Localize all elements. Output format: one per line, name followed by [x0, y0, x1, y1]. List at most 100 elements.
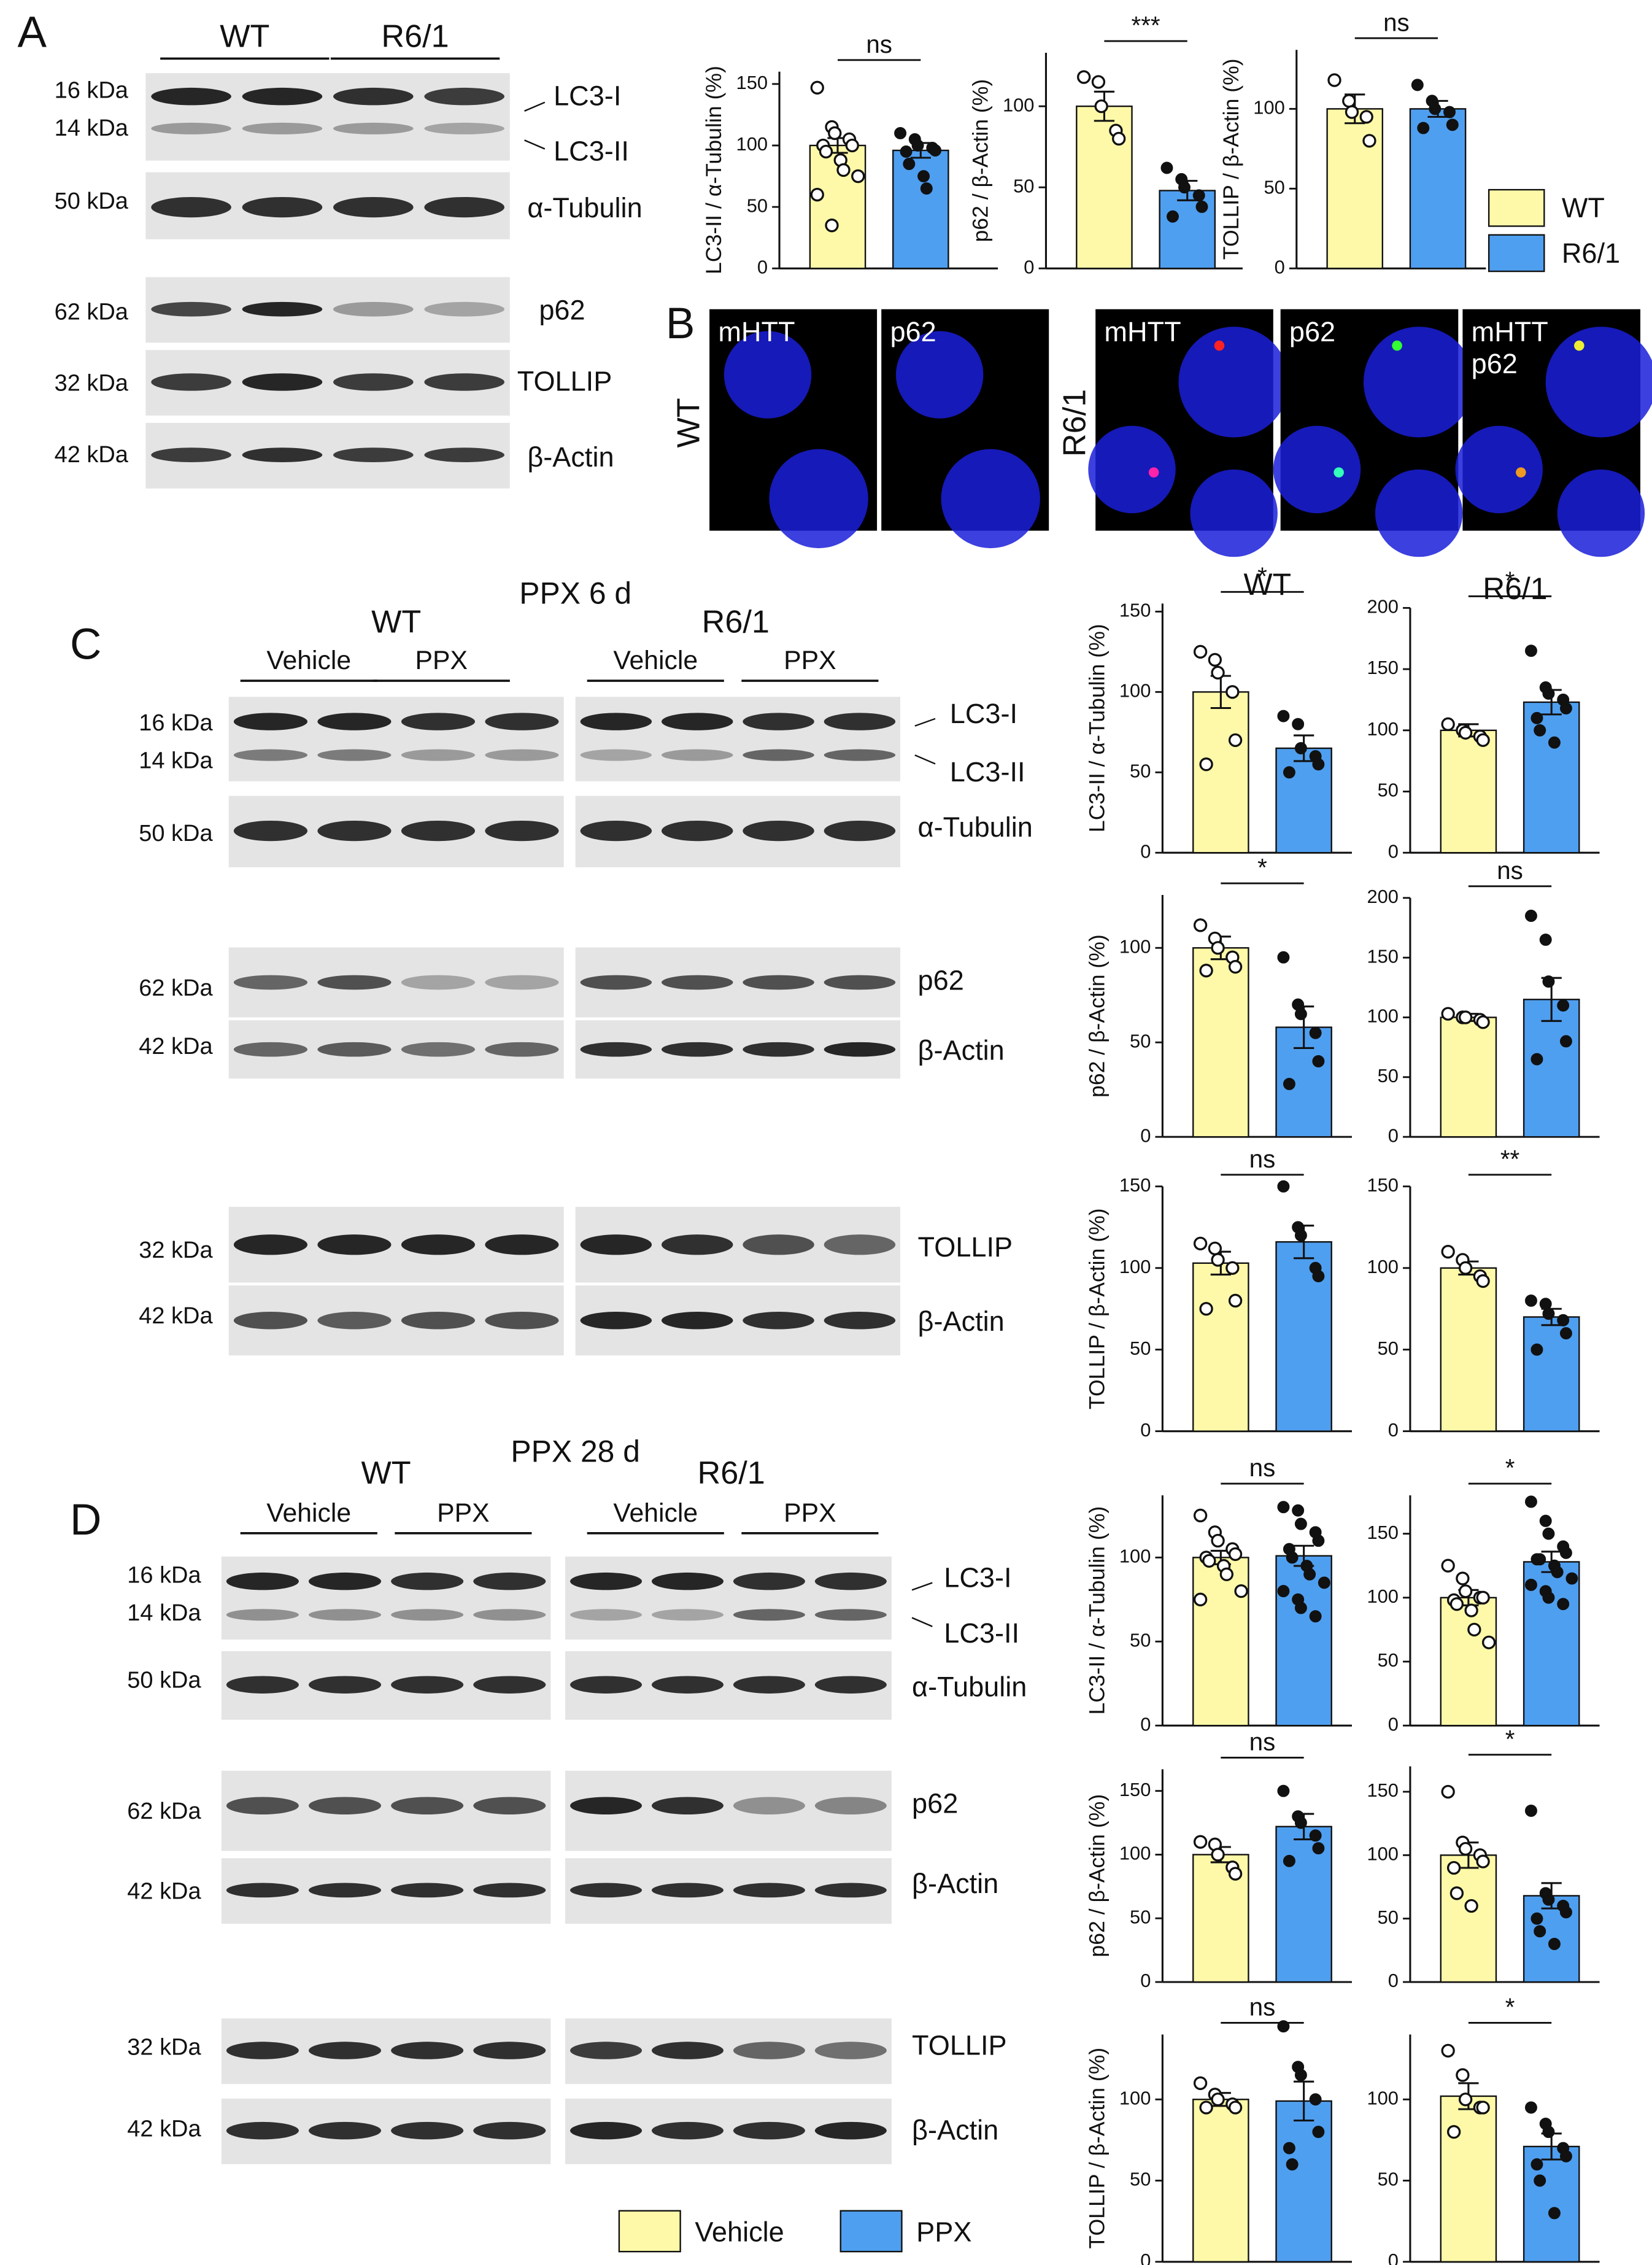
y-tick-label: 0	[1140, 1713, 1151, 1735]
data-point	[1548, 1938, 1561, 1950]
blot-band	[485, 1234, 559, 1255]
data-point	[1228, 959, 1243, 974]
significance-label: **	[1500, 1145, 1520, 1173]
blot-band	[743, 749, 814, 761]
treatment-label: PPX	[784, 1498, 836, 1528]
data-point	[1294, 1816, 1307, 1829]
legend-swatch	[840, 2210, 903, 2253]
blot	[221, 1651, 551, 1720]
arrow	[911, 1582, 933, 1591]
protein-label: LC3-II	[944, 1617, 1019, 1649]
y-axis-label: TOLLIP / β-Actin (%)	[1084, 2048, 1109, 2249]
data-point	[1318, 1576, 1330, 1589]
blot-band	[743, 1042, 814, 1057]
bar	[1523, 999, 1580, 1138]
y-tick-label: 100	[1367, 1256, 1399, 1277]
data-point	[1178, 181, 1191, 194]
data-point	[1464, 1603, 1478, 1617]
blot-band	[242, 301, 323, 317]
data-point	[1559, 702, 1572, 714]
blot-band	[391, 2121, 464, 2140]
kda-label: 50 kDa	[55, 188, 129, 214]
significance-label: *	[1257, 562, 1267, 590]
y-tick-label: 100	[1367, 718, 1399, 740]
bar	[1440, 1854, 1497, 1983]
y-tick-label: 100	[1367, 1585, 1399, 1607]
data-point	[1208, 652, 1222, 667]
bar	[892, 149, 949, 269]
treatment-label: PPX	[437, 1498, 489, 1528]
legend-swatch	[618, 2210, 681, 2253]
panel-label: B	[666, 300, 695, 348]
protein-label: LC3-I	[554, 80, 621, 111]
data-point	[1559, 1035, 1572, 1048]
blot-band	[391, 1883, 464, 1898]
blot-band	[401, 749, 476, 761]
data-point	[1559, 1546, 1572, 1559]
y-tick-label: 0	[1388, 1419, 1399, 1441]
data-point	[1283, 2142, 1295, 2155]
blot-band	[401, 1234, 476, 1255]
kda-label: 42 kDa	[139, 1034, 213, 1059]
data-point	[1476, 1854, 1490, 1868]
y-tick-label: 100	[1119, 2087, 1151, 2108]
blot-band	[226, 1572, 299, 1590]
blot	[565, 1770, 892, 1851]
blot-band	[309, 1883, 382, 1898]
blot-band	[226, 2042, 299, 2059]
data-point	[911, 139, 924, 152]
blot-band	[651, 1676, 724, 1694]
data-point	[1476, 1590, 1490, 1605]
row-label: WT	[671, 398, 706, 447]
blot-membrane	[228, 697, 564, 781]
data-point	[1195, 200, 1208, 213]
data-point	[1211, 1253, 1225, 1267]
blot-band	[651, 1609, 724, 1621]
blot-band	[570, 2121, 643, 2140]
data-point	[1192, 189, 1205, 202]
blot-band	[473, 1572, 546, 1590]
blot-band	[473, 1676, 546, 1694]
bar	[1440, 1597, 1497, 1727]
blot	[145, 277, 510, 343]
data-point	[1345, 105, 1359, 119]
nucleus	[1375, 469, 1463, 557]
blot-band	[733, 1676, 805, 1694]
blot-band	[485, 820, 559, 842]
blot-band	[580, 749, 652, 761]
blot-band	[661, 1042, 733, 1057]
protein-label: p62	[918, 964, 964, 996]
y-tick-label: 0	[1140, 1970, 1151, 1991]
blot	[221, 2098, 551, 2164]
blot-band	[733, 2121, 805, 2140]
data-point	[1429, 103, 1442, 115]
y-tick-label: 0	[1275, 256, 1285, 277]
legend-label: Vehicle	[695, 2217, 784, 2248]
data-point	[1559, 1906, 1572, 1919]
nucleus	[1273, 425, 1361, 514]
y-tick-label: 50	[1264, 176, 1284, 198]
bar	[1192, 1262, 1249, 1432]
data-point	[1219, 1567, 1233, 1581]
significance-label: *	[1505, 1993, 1515, 2021]
blot	[565, 1858, 892, 1924]
panel-title: PPX 6 d	[519, 576, 631, 610]
blot-band	[743, 713, 814, 730]
blot	[565, 2018, 892, 2085]
blot-band	[317, 713, 392, 730]
protein-label: TOLLIP	[517, 366, 612, 397]
blot	[565, 1651, 892, 1720]
blot-band	[580, 1234, 652, 1255]
aggregate	[1148, 467, 1159, 478]
blot-band	[570, 1797, 643, 1814]
protein-label: LC3-II	[950, 756, 1025, 788]
aggregate	[1392, 340, 1402, 351]
blot-band	[473, 1609, 546, 1621]
kda-label: 14 kDa	[139, 748, 213, 774]
blot-band	[242, 196, 323, 218]
significance-label: *	[1505, 567, 1515, 595]
data-point	[1443, 106, 1456, 118]
legend-label: R6/1	[1562, 238, 1620, 269]
data-point	[1277, 2020, 1290, 2033]
data-point	[1362, 134, 1376, 148]
